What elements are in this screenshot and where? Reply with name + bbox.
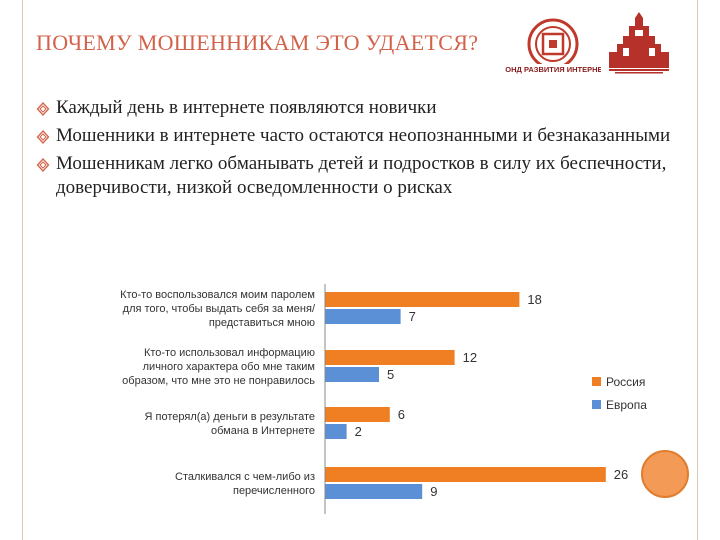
value-label: 7	[409, 309, 416, 324]
value-label: 6	[398, 407, 405, 422]
legend-label: Россия	[606, 375, 645, 389]
left-border-line	[22, 0, 23, 540]
decorative-circle	[641, 450, 689, 498]
bar-russia	[325, 292, 520, 307]
category-label: обмана в Интернете	[211, 425, 315, 437]
bar-chart: Кто-то воспользовался моим паролем для то…	[80, 282, 680, 522]
category-label: перечисленного	[233, 485, 315, 497]
bullet-item-3: Мошенникам легко обманывать детей и подр…	[36, 152, 706, 200]
category-label: Кто-то использовал информацию	[144, 347, 315, 359]
value-label: 5	[387, 367, 394, 382]
legend-swatch	[592, 377, 601, 386]
category-label: Я потерял(а) деньги в результате	[145, 411, 315, 423]
bullet-icon	[36, 130, 50, 144]
page-title: ПОЧЕМУ МОШЕННИКАМ ЭТО УДАЕТСЯ?	[36, 30, 479, 55]
category-label: Кто-то воспользовался моим паролем	[120, 289, 315, 301]
bar-europe	[325, 367, 379, 382]
category-label: представиться мною	[209, 317, 315, 329]
value-label: 26	[614, 467, 628, 482]
bar-russia	[325, 467, 606, 482]
bullet-text: Каждый день в интернете появляются нович…	[56, 97, 437, 118]
value-label: 12	[463, 350, 477, 365]
value-label: 18	[527, 292, 541, 307]
category-label: Сталкивался с чем-либо из	[175, 471, 315, 483]
bullet-text: Мошенники в интернете часто остаются нео…	[56, 125, 671, 146]
bar-europe	[325, 484, 423, 499]
category-label: образом, что мне это не понравилось	[122, 375, 315, 387]
right-border-line	[697, 0, 698, 540]
chart-svg: Кто-то воспользовался моим паролем для то…	[120, 284, 647, 514]
legend-swatch	[592, 400, 601, 409]
bullet-text: Мошенникам легко обманывать детей и подр…	[56, 153, 667, 198]
bullet-list: Каждый день в интернете появляются нович…	[36, 96, 706, 204]
bullet-icon	[36, 158, 50, 172]
bullet-item-1: Каждый день в интернете появляются нович…	[36, 96, 706, 120]
bar-russia	[325, 350, 455, 365]
bullet-item-2: Мошенники в интернете часто остаются нео…	[36, 124, 706, 148]
bullet-icon	[36, 102, 50, 116]
category-label: личного характера обо мне таким	[143, 361, 315, 373]
bar-russia	[325, 407, 390, 422]
fund-logo: ФОНД РАЗВИТИЯ ИНТЕРНЕТ	[505, 18, 601, 74]
bar-europe	[325, 309, 401, 324]
fund-logo-text: ФОНД РАЗВИТИЯ ИНТЕРНЕТ	[505, 65, 601, 74]
bar-europe	[325, 424, 347, 439]
category-label: для того, чтобы выдать себя за меня/	[123, 303, 316, 315]
value-label: 9	[430, 484, 437, 499]
legend-label: Европа	[606, 398, 647, 412]
value-label: 2	[355, 424, 362, 439]
university-logo	[609, 12, 669, 74]
